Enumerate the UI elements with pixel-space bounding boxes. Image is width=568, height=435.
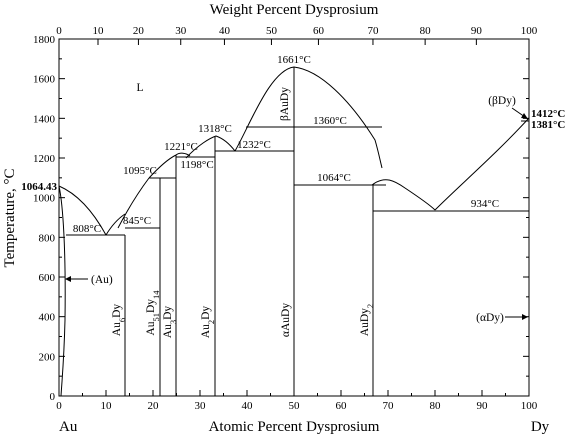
liquidus-808-to-au6dy	[105, 213, 126, 236]
y-axis-tick-label: 1800	[33, 34, 56, 46]
beta-audy-label: βAuDy	[279, 87, 291, 121]
t1095-label: 1095°C	[123, 165, 157, 177]
y-axis-tick-label: 1400	[33, 113, 56, 125]
top-axis-tick-label: 80	[420, 25, 432, 37]
bottom-axis-tick-label: 60	[336, 400, 348, 412]
dy-low-label: 1381°C	[531, 119, 565, 131]
top-axis-tick-label: 20	[133, 25, 145, 37]
bottom-axis-title: Atomic Percent Dysprosium	[209, 419, 380, 435]
left-element-label: Au	[59, 419, 78, 435]
liquidus-845-region	[117, 177, 150, 229]
t1221-label: 1221°C	[164, 141, 198, 153]
bottom-axis-tick-label: 70	[383, 400, 395, 412]
au-solid-label-group: (Au)	[65, 274, 113, 286]
top-axis-tick-label: 10	[93, 25, 105, 37]
top-axis-title: Weight Percent Dysprosium	[210, 2, 379, 18]
y-axis-tick-label: 0	[50, 391, 56, 403]
t1232-label: 1232°C	[237, 139, 271, 151]
alpha-dy-label: (αDy)	[476, 312, 504, 324]
bottom-axis-tick-label: 40	[242, 400, 254, 412]
y-axis-tick-label: 1200	[33, 153, 56, 165]
y-axis-tick-label: 600	[39, 272, 56, 284]
top-axis-tick-label: 50	[266, 25, 278, 37]
bottom-axis-tick-label: 100	[521, 400, 538, 412]
bottom-axis-tick-label: 80	[430, 400, 442, 412]
y-axis-tick-label: 1600	[33, 74, 56, 86]
au-solidus-line	[58, 185, 66, 397]
bottom-axis-tick-label: 90	[477, 400, 489, 412]
alpha-dy-label-group: (αDy)	[476, 312, 528, 324]
liquid-label: L	[136, 82, 143, 94]
phase-boundaries	[58, 66, 530, 397]
au-melting-label: 1064.43	[21, 181, 57, 193]
bottom-axis-tick-label: 10	[101, 400, 113, 412]
au2dy-dome	[185, 135, 236, 159]
bottom-axis-tick-label: 30	[195, 400, 207, 412]
alpha-audy-label: αAuDy	[280, 303, 292, 337]
t1198-label: 1198°C	[180, 159, 213, 171]
au2dy-label: Au2Dy	[200, 306, 216, 339]
top-axis-tick-label: 30	[175, 25, 187, 37]
dy-high-label: 1412°C	[531, 108, 565, 120]
au51dy14-label: Au51Dy14	[145, 290, 161, 336]
liquidus-to-au3dy	[148, 154, 177, 179]
beta-dy-label: (βDy)	[488, 95, 516, 107]
y-axis-title: Temperature, °C	[2, 168, 18, 267]
y-axis-tick-label: 1000	[33, 193, 56, 205]
bottom-axis-tick-label: 0	[56, 400, 62, 412]
bottom-axis-tick-label: 20	[148, 400, 160, 412]
t1360-label: 1360°C	[313, 115, 347, 127]
beta-dy-arrowhead	[521, 113, 528, 119]
au-solid-arrowhead	[65, 276, 71, 282]
right-element-label: Dy	[531, 419, 550, 435]
t1318-label: 1318°C	[198, 123, 232, 135]
au-solid-label: (Au)	[91, 274, 113, 286]
y-axis-tick-label: 200	[39, 351, 56, 363]
t845-label: 845°C	[123, 215, 151, 227]
liquidus-dy-side	[434, 117, 530, 211]
top-axis-tick-label: 90	[471, 25, 483, 37]
beta-dy-label-group: (βDy)	[488, 95, 528, 119]
audy2-label: AuDy2	[359, 304, 375, 336]
alpha-dy-arrowhead	[522, 314, 528, 320]
y-axis-tick-label: 800	[39, 232, 56, 244]
t1064-label: 1064°C	[317, 172, 351, 184]
bottom-axis-tick-label: 50	[289, 400, 301, 412]
top-axis-tick-label: 40	[219, 25, 231, 37]
liquidus-au-side	[58, 185, 107, 236]
t1661-label: 1661°C	[277, 54, 311, 66]
axis-tick-labels: 0 10 20 30 40 50 60 70 80 90 100020040060080010001…	[33, 25, 538, 412]
audy-dome	[234, 66, 383, 169]
top-axis-tick-label: 60	[313, 25, 325, 37]
top-axis-tick-label: 100	[521, 25, 538, 37]
liquidus-audy2	[371, 179, 436, 211]
au3dy-label: Au3Dy	[162, 306, 178, 339]
top-axis-tick-label: 0	[56, 25, 62, 37]
y-axis-tick-label: 400	[39, 312, 56, 324]
top-axis-tick-label: 70	[367, 25, 379, 37]
au6dy-label: Au6Dy	[111, 304, 127, 337]
t934-label: 934°C	[471, 198, 499, 210]
t808-label: 808°C	[73, 223, 101, 235]
